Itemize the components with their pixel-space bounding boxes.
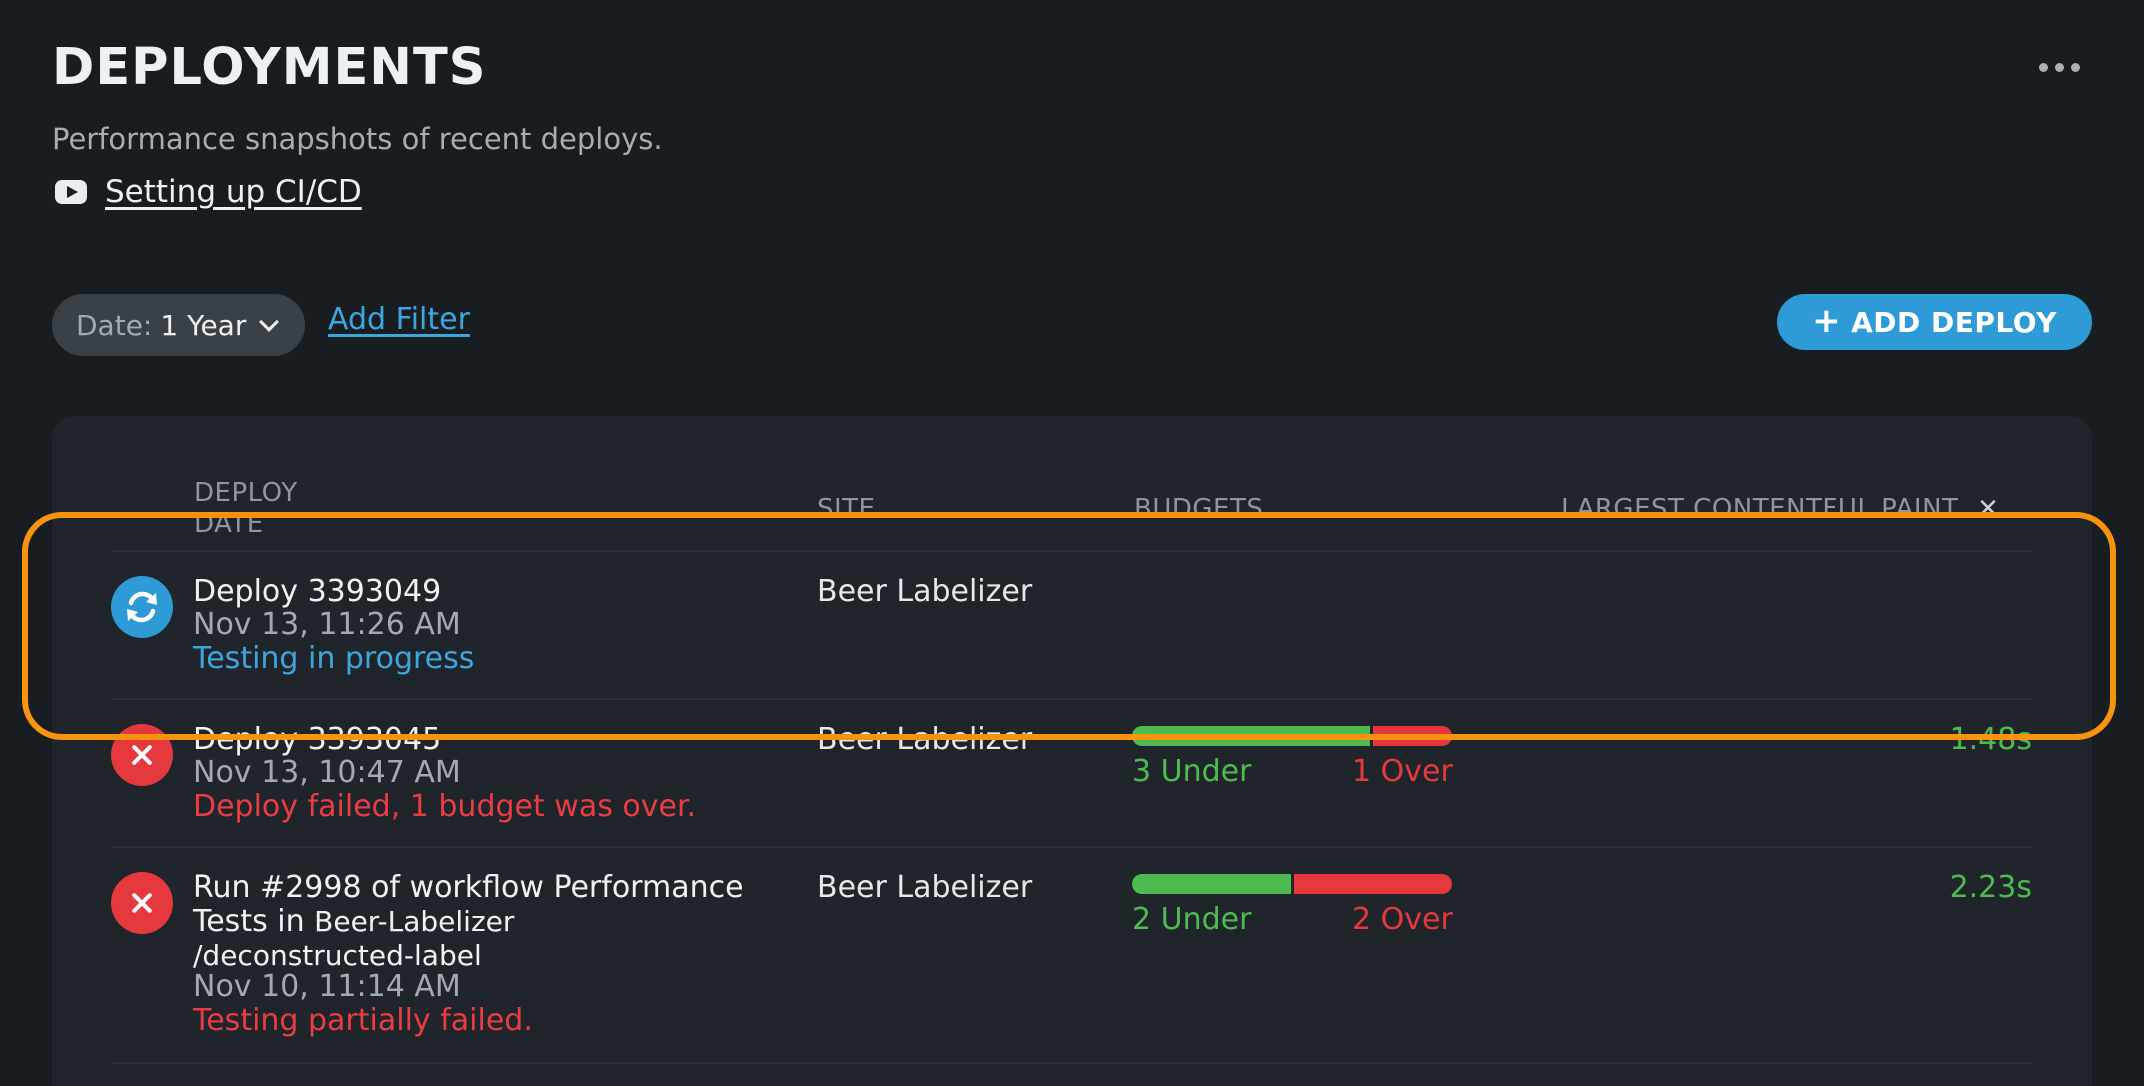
budget-under-segment: [1132, 726, 1370, 746]
budget-over-segment: [1293, 874, 1452, 894]
date-filter-value: 1 Year: [160, 308, 247, 342]
deploy-date: Nov 10, 11:14 AM: [193, 969, 461, 1004]
date-filter-dropdown[interactable]: Date: 1 Year: [52, 294, 305, 356]
chevron-down-icon: [259, 312, 280, 332]
page-title: DEPLOYMENTS: [52, 38, 487, 97]
budget-under-label: 2 Under: [1132, 902, 1252, 937]
table-divider: [112, 698, 2032, 700]
budget-over-label: 1 Over: [1352, 754, 1453, 789]
setup-cicd-link-label: Setting up CI/CD: [105, 174, 362, 210]
deploy-status: Deploy failed, 1 budget was over.: [193, 789, 697, 824]
refresh-glyph: [127, 591, 157, 623]
setup-cicd-video-link[interactable]: Setting up CI/CD: [55, 172, 362, 212]
deploy-name-line1[interactable]: Run #2998 of workflow Performance: [193, 870, 744, 905]
repo-name: Beer-Labelizer: [314, 905, 515, 938]
budget-bar: [1132, 874, 1452, 894]
deploy-date: Nov 13, 11:26 AM: [193, 607, 461, 642]
column-header-lcp[interactable]: LARGEST CONTENTFUL PAINT ✕: [1561, 494, 1999, 514]
column-header-deploy: DEPLOY: [194, 478, 298, 508]
add-deploy-label: ADD DEPLOY: [1851, 305, 2057, 339]
deploy-site: Beer Labelizer: [817, 574, 1033, 609]
add-filter-link[interactable]: Add Filter: [328, 302, 470, 337]
branch-name: /deconstructed-label: [193, 939, 482, 972]
add-deploy-button[interactable]: + ADD DEPLOY: [1777, 294, 2092, 350]
deploy-site: Beer Labelizer: [817, 870, 1033, 905]
column-header-deploy-date[interactable]: DEPLOY DATE: [194, 478, 298, 540]
deploy-status: Testing in progress: [193, 641, 475, 676]
table-divider: [112, 1062, 2032, 1064]
table-divider: [112, 550, 2032, 552]
error-x-icon: [111, 872, 173, 934]
deploy-status: Testing partially failed.: [193, 1003, 533, 1038]
budget-under-label: 3 Under: [1132, 754, 1252, 789]
deploy-date: Nov 13, 10:47 AM: [193, 755, 461, 790]
page-subtitle: Performance snapshots of recent deploys.: [52, 122, 663, 156]
deploy-name[interactable]: Deploy 3393045: [193, 722, 442, 757]
sort-close-icon[interactable]: ✕: [1977, 494, 2000, 514]
column-header-lcp-label: LARGEST CONTENTFUL PAINT: [1561, 494, 1959, 514]
table-divider: [112, 846, 2032, 848]
lcp-value: 1.48s: [1949, 722, 2032, 757]
column-header-budgets[interactable]: BUDGETS: [1134, 494, 1264, 514]
date-filter-label: Date:: [76, 308, 153, 342]
lcp-value: 2.23s: [1949, 870, 2032, 905]
more-options-icon[interactable]: [2034, 52, 2084, 82]
budget-over-segment: [1372, 726, 1452, 746]
budget-over-label: 2 Over: [1352, 902, 1453, 937]
budget-bar: [1132, 726, 1452, 746]
workflow-tests-in: Tests in: [193, 904, 305, 939]
deploy-name-line2[interactable]: Tests in Beer-Labelizer: [193, 904, 514, 939]
plus-icon: +: [1812, 300, 1842, 341]
youtube-icon: [55, 180, 87, 204]
budget-under-segment: [1132, 874, 1291, 894]
deploy-name[interactable]: Deploy 3393049: [193, 574, 442, 609]
error-x-icon: [111, 724, 173, 786]
deployments-table-panel: [52, 416, 2092, 1086]
deploy-site: Beer Labelizer: [817, 722, 1033, 757]
column-header-date: DATE: [194, 509, 264, 539]
refresh-icon: [111, 576, 173, 638]
column-header-site[interactable]: SITE: [817, 494, 876, 514]
